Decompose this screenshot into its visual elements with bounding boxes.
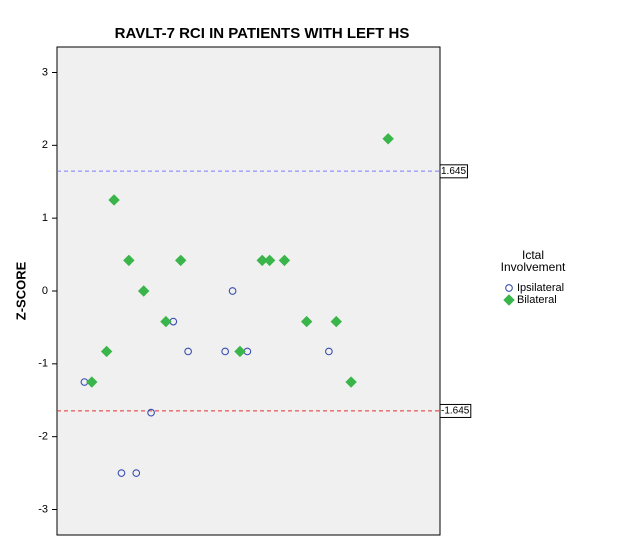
point: [100, 345, 113, 358]
point: [132, 469, 141, 477]
legend-marker: [505, 284, 513, 292]
point: [325, 347, 333, 356]
point: [330, 315, 342, 328]
point: [234, 345, 246, 358]
legend-marker: [503, 294, 515, 306]
legend-label: Bilateral: [517, 294, 557, 306]
point: [300, 315, 313, 328]
point: [108, 194, 120, 206]
point: [345, 376, 357, 388]
point: [278, 254, 291, 267]
point: [147, 408, 155, 417]
point: [175, 254, 187, 267]
point: [256, 254, 268, 267]
point: [160, 315, 172, 328]
point: [137, 285, 150, 297]
y-tick-label: -3: [38, 503, 48, 515]
legend-title: Ictal: [522, 248, 544, 262]
plot-area: [56, 46, 441, 536]
point: [184, 347, 192, 356]
legend-title: Involvement: [501, 260, 566, 274]
point: [123, 254, 135, 267]
point: [221, 347, 230, 356]
chart-title: RAVLT-7 RCI IN PATIENTS WITH LEFT HS: [115, 25, 410, 42]
point: [86, 376, 98, 388]
reference-label-box: [439, 403, 472, 418]
y-tick-label: 0: [42, 285, 48, 297]
legend-label: Ipsilateral: [517, 282, 564, 294]
point: [228, 287, 237, 295]
reference-label: -1.645: [441, 405, 470, 416]
y-tick-label: 3: [42, 66, 48, 78]
reference-label-box: [439, 164, 468, 179]
point: [117, 469, 126, 477]
y-tick-label: -2: [38, 431, 48, 443]
y-tick-label: 1: [42, 212, 48, 224]
y-axis-label: Z-SCORE: [13, 261, 28, 320]
point: [382, 133, 394, 145]
y-tick-label: -1: [38, 358, 48, 370]
y-tick-label: 2: [42, 139, 48, 151]
reference-label: 1.645: [441, 166, 466, 177]
point: [263, 254, 276, 267]
